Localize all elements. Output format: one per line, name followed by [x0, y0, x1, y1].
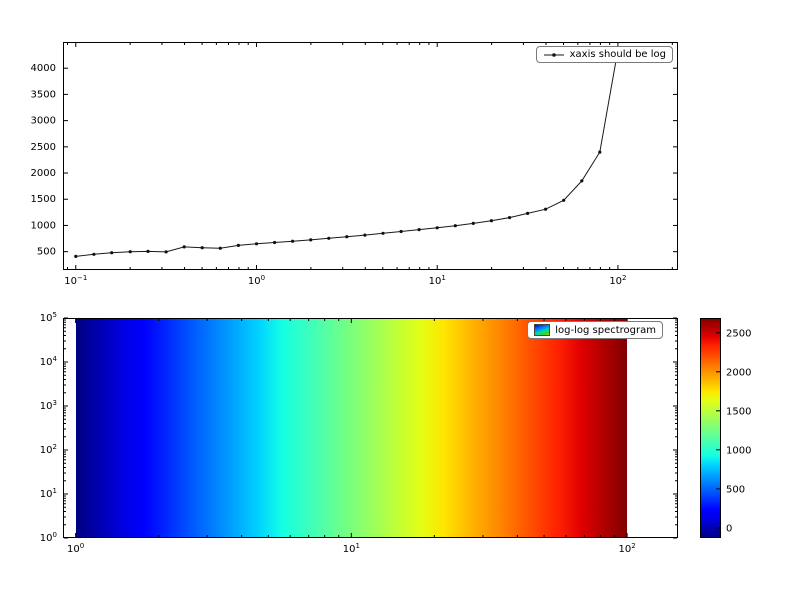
spectrogram-image: [75, 318, 628, 538]
spectrogram-axes-canvas: 100 101 102 100 101 102 103 104 105: [40, 311, 678, 555]
colorbar-gradient: [700, 318, 721, 538]
svg-text:2000: 2000: [31, 168, 56, 179]
top-axes: 10−1 100 101 102 500 1000 1500 2000 2500 3000 3500…: [31, 42, 678, 287]
bottom-legend-label: log-log spectrogram: [555, 324, 656, 336]
svg-text:3500: 3500: [31, 89, 56, 100]
svg-text:100: 100: [67, 542, 84, 555]
top-legend-label: xaxis should be log: [569, 49, 666, 60]
colorbar-canvas: 0 500 1000 1500 2000 2500: [700, 318, 751, 538]
svg-text:2000: 2000: [726, 367, 751, 378]
bottom-axes: 100 101 102 100 101 102 103 104 105 log-log spec…: [40, 311, 678, 555]
svg-text:100: 100: [248, 274, 265, 287]
svg-text:2500: 2500: [31, 142, 56, 153]
top-legend: xaxis should be log: [535, 46, 673, 63]
line-chart-canvas: 10−1 100 101 102 500 1000 1500 2000 2500 3000 3500…: [31, 42, 678, 287]
svg-text:1500: 1500: [726, 406, 751, 417]
svg-text:4000: 4000: [31, 63, 56, 74]
svg-text:103: 103: [40, 399, 57, 412]
svg-text:102: 102: [40, 443, 57, 456]
svg-text:102: 102: [618, 542, 635, 555]
svg-text:500: 500: [726, 484, 745, 495]
line-marker-icon: [543, 52, 564, 57]
svg-text:104: 104: [40, 355, 58, 368]
svg-text:1000: 1000: [31, 220, 56, 231]
svg-text:1500: 1500: [31, 194, 56, 205]
svg-text:500: 500: [37, 247, 56, 258]
svg-text:102: 102: [609, 274, 626, 287]
svg-text:10−1: 10−1: [64, 274, 87, 287]
svg-text:0: 0: [726, 523, 732, 534]
svg-text:3000: 3000: [31, 116, 56, 127]
svg-text:101: 101: [343, 542, 360, 555]
svg-text:2500: 2500: [726, 328, 751, 339]
svg-text:1000: 1000: [726, 445, 751, 456]
spectrogram-swatch-icon: [534, 324, 551, 336]
bottom-legend: log-log spectrogram: [527, 321, 663, 339]
svg-text:101: 101: [40, 487, 57, 500]
colorbar: 0 500 1000 1500 2000 2500: [700, 318, 751, 538]
svg-text:101: 101: [429, 274, 446, 287]
svg-text:100: 100: [40, 531, 57, 544]
svg-text:105: 105: [40, 311, 57, 324]
